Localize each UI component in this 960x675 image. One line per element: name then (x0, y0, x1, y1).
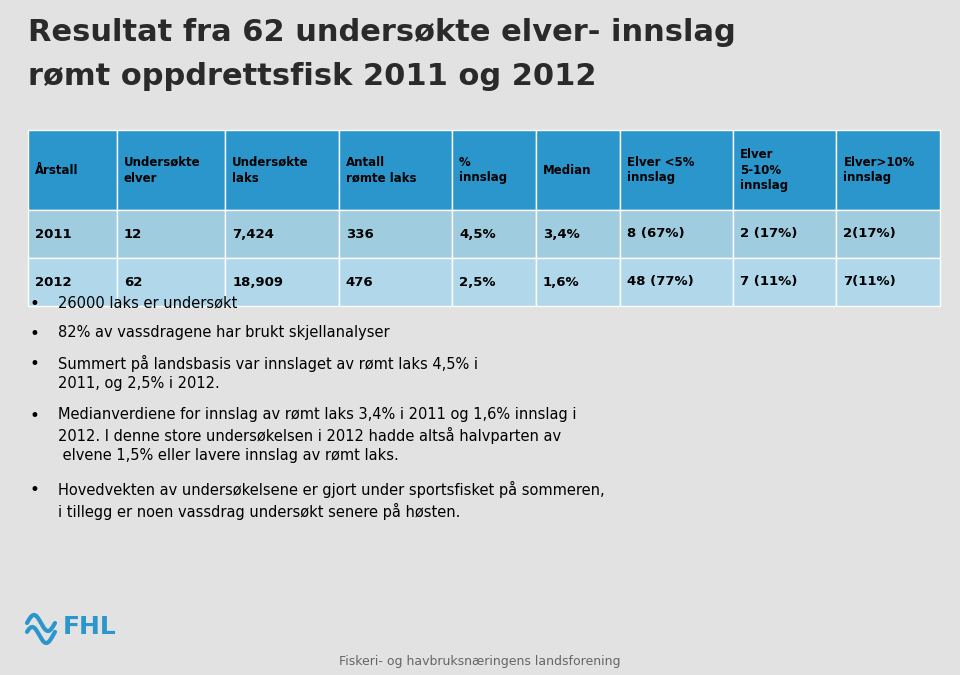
Text: Antall
rømte laks: Antall rømte laks (346, 155, 416, 184)
Text: 2 (17%): 2 (17%) (740, 227, 798, 240)
Bar (732, 258, 836, 306)
Text: Hovedvekten av undersøkelsene er gjort under sportsfisket på sommeren,
i tillegg: Hovedvekten av undersøkelsene er gjort u… (58, 481, 605, 520)
Text: 336: 336 (346, 227, 373, 240)
Text: •: • (30, 325, 40, 343)
Bar (117, 258, 226, 306)
Text: 2(17%): 2(17%) (844, 227, 897, 240)
Bar (339, 258, 452, 306)
Text: •: • (30, 295, 40, 313)
Text: •: • (30, 407, 40, 425)
Bar (339, 130, 452, 210)
Text: 62: 62 (124, 275, 142, 288)
Bar (536, 210, 619, 258)
Bar (28, 258, 117, 306)
Bar (226, 130, 339, 210)
Text: 476: 476 (346, 275, 373, 288)
Text: •: • (30, 355, 40, 373)
Bar (536, 258, 619, 306)
Text: 26000 laks er undersøkt: 26000 laks er undersøkt (58, 295, 237, 310)
Bar (619, 130, 732, 210)
Text: 18,909: 18,909 (232, 275, 283, 288)
Text: Fiskeri- og havbruksnæringens landsforening: Fiskeri- og havbruksnæringens landsforen… (339, 655, 621, 668)
Bar (117, 210, 226, 258)
Text: 1,6%: 1,6% (542, 275, 580, 288)
Bar (452, 210, 536, 258)
Text: Resultat fra 62 undersøkte elver- innslag: Resultat fra 62 undersøkte elver- innsla… (28, 18, 735, 47)
Text: 2012: 2012 (35, 275, 72, 288)
Text: Elver>10%
innslag: Elver>10% innslag (844, 155, 915, 184)
Text: Årstall: Årstall (35, 163, 79, 176)
Text: 7(11%): 7(11%) (844, 275, 897, 288)
Bar (28, 130, 117, 210)
Text: 2,5%: 2,5% (459, 275, 495, 288)
Bar (732, 210, 836, 258)
Text: 82% av vassdragene har brukt skjellanalyser: 82% av vassdragene har brukt skjellanaly… (58, 325, 390, 340)
Text: 2011: 2011 (35, 227, 72, 240)
Text: Medianverdiene for innslag av rømt laks 3,4% i 2011 og 1,6% innslag i
2012. I de: Medianverdiene for innslag av rømt laks … (58, 407, 577, 463)
Bar (339, 210, 452, 258)
Text: 4,5%: 4,5% (459, 227, 495, 240)
Text: 8 (67%): 8 (67%) (627, 227, 684, 240)
Bar (732, 130, 836, 210)
Text: 7 (11%): 7 (11%) (740, 275, 798, 288)
Bar (226, 258, 339, 306)
Text: •: • (30, 481, 40, 499)
Text: Median: Median (542, 163, 591, 176)
Text: Summert på landsbasis var innslaget av rømt laks 4,5% i
2011, og 2,5% i 2012.: Summert på landsbasis var innslaget av r… (58, 355, 478, 392)
Bar (226, 210, 339, 258)
Bar (836, 210, 940, 258)
Text: 3,4%: 3,4% (542, 227, 580, 240)
Text: Undersøkte
elver: Undersøkte elver (124, 155, 201, 184)
Text: %
innslag: % innslag (459, 155, 507, 184)
Text: rømt oppdrettsfisk 2011 og 2012: rømt oppdrettsfisk 2011 og 2012 (28, 62, 596, 91)
Bar (536, 130, 619, 210)
Text: 48 (77%): 48 (77%) (627, 275, 693, 288)
Bar (836, 130, 940, 210)
Text: FHL: FHL (63, 615, 117, 639)
Bar (117, 130, 226, 210)
Text: 7,424: 7,424 (232, 227, 274, 240)
Bar (452, 130, 536, 210)
Bar (619, 210, 732, 258)
Text: Elver <5%
innslag: Elver <5% innslag (627, 155, 694, 184)
Text: 12: 12 (124, 227, 142, 240)
Bar (619, 258, 732, 306)
Bar (836, 258, 940, 306)
Text: Undersøkte
laks: Undersøkte laks (232, 155, 309, 184)
Bar (452, 258, 536, 306)
Bar (28, 210, 117, 258)
Text: Elver
5-10%
innslag: Elver 5-10% innslag (740, 148, 788, 192)
